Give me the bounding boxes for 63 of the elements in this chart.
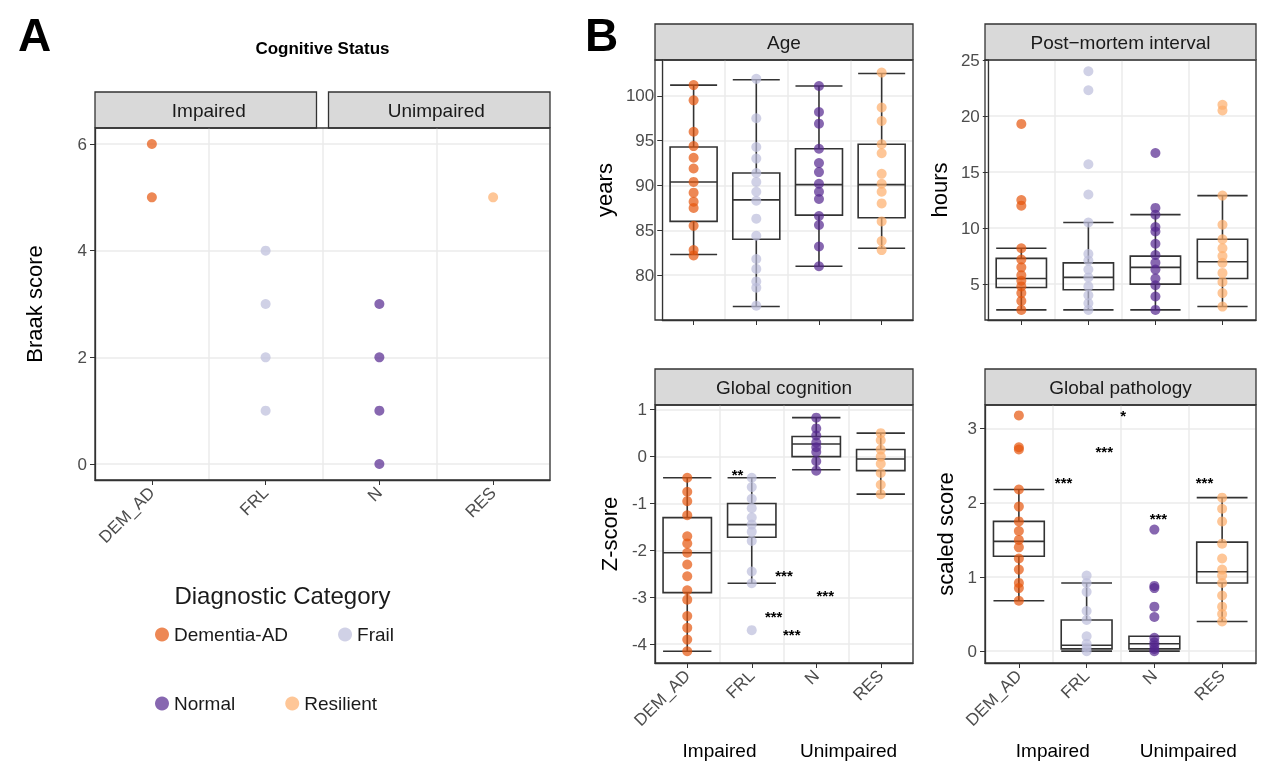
x-tick-label: FRL <box>236 483 273 520</box>
y-tick-label: 4 <box>77 241 87 261</box>
y-tick-label: 15 <box>960 162 980 182</box>
text: A <box>18 9 52 61</box>
x-tick-label: FRL <box>1057 666 1094 703</box>
chart-title: Post−mortem interval <box>1030 31 1211 53</box>
legend-label: Dementia-AD <box>174 624 289 645</box>
y-axis-title: Braak score <box>21 245 47 363</box>
y-tick-label: 0 <box>967 641 977 661</box>
y-tick-label: 85 <box>635 220 655 240</box>
y-tick-label: 3 <box>967 419 977 439</box>
annotation: *** <box>775 566 793 584</box>
y-tick-label: -4 <box>631 634 647 654</box>
text: Unimpaired <box>387 99 485 121</box>
text: Impaired <box>1015 739 1090 761</box>
y-tick-label: 1 <box>967 567 977 587</box>
text: Unimpaired <box>1139 739 1237 761</box>
annotation: ** <box>731 466 744 484</box>
x-tick-label: N <box>363 483 387 506</box>
chart-title: Age <box>767 31 801 53</box>
y-tick-label: 1 <box>637 400 647 420</box>
y-tick-label: -1 <box>631 494 647 514</box>
legend-title: Diagnostic Category <box>174 581 391 609</box>
annotation: *** <box>782 626 801 644</box>
text: B <box>585 9 619 61</box>
chart-title: Global pathology <box>1049 376 1193 398</box>
text: Unimpaired <box>799 739 898 761</box>
annotation: * <box>1120 406 1127 424</box>
y-axis-title: scaled score <box>933 472 959 596</box>
legend-label: Resilient <box>304 693 378 714</box>
legend-label: Normal <box>174 693 236 714</box>
annotation: *** <box>1195 473 1214 491</box>
y-tick-label: 100 <box>625 86 655 106</box>
annotation: *** <box>1095 442 1114 460</box>
y-tick-label: 2 <box>967 493 977 513</box>
chart-title: Global cognition <box>715 376 853 398</box>
annotation: *** <box>764 608 783 626</box>
annotation: *** <box>1149 510 1168 528</box>
x-tick-label: N <box>800 666 823 689</box>
text: Impaired <box>171 99 246 121</box>
y-tick-label: 5 <box>970 274 980 294</box>
legend-label: Frail <box>357 624 394 645</box>
y-tick-label: 95 <box>635 131 655 151</box>
y-tick-label: 90 <box>635 176 655 196</box>
y-tick-label: -3 <box>631 587 647 607</box>
annotation: *** <box>1054 473 1073 491</box>
y-axis-title: Z-score <box>597 496 623 572</box>
y-axis-title: years <box>591 163 617 217</box>
y-tick-label: 0 <box>77 454 87 474</box>
y-tick-label: 10 <box>960 218 980 238</box>
y-tick-label: 0 <box>637 447 647 467</box>
y-tick-label: 20 <box>960 106 980 126</box>
y-axis-title: hours <box>926 162 952 218</box>
x-tick-label: N <box>1138 666 1162 689</box>
y-tick-label: 25 <box>960 50 980 70</box>
x-tick-label: FRL <box>722 666 759 703</box>
y-tick-label: 80 <box>635 265 655 285</box>
y-tick-label: 2 <box>77 347 87 367</box>
annotation: *** <box>816 587 835 605</box>
chart-title: Cognitive Status <box>255 38 390 58</box>
text: Impaired <box>682 739 757 761</box>
y-tick-label: -2 <box>631 540 647 560</box>
y-tick-label: 6 <box>77 134 87 154</box>
